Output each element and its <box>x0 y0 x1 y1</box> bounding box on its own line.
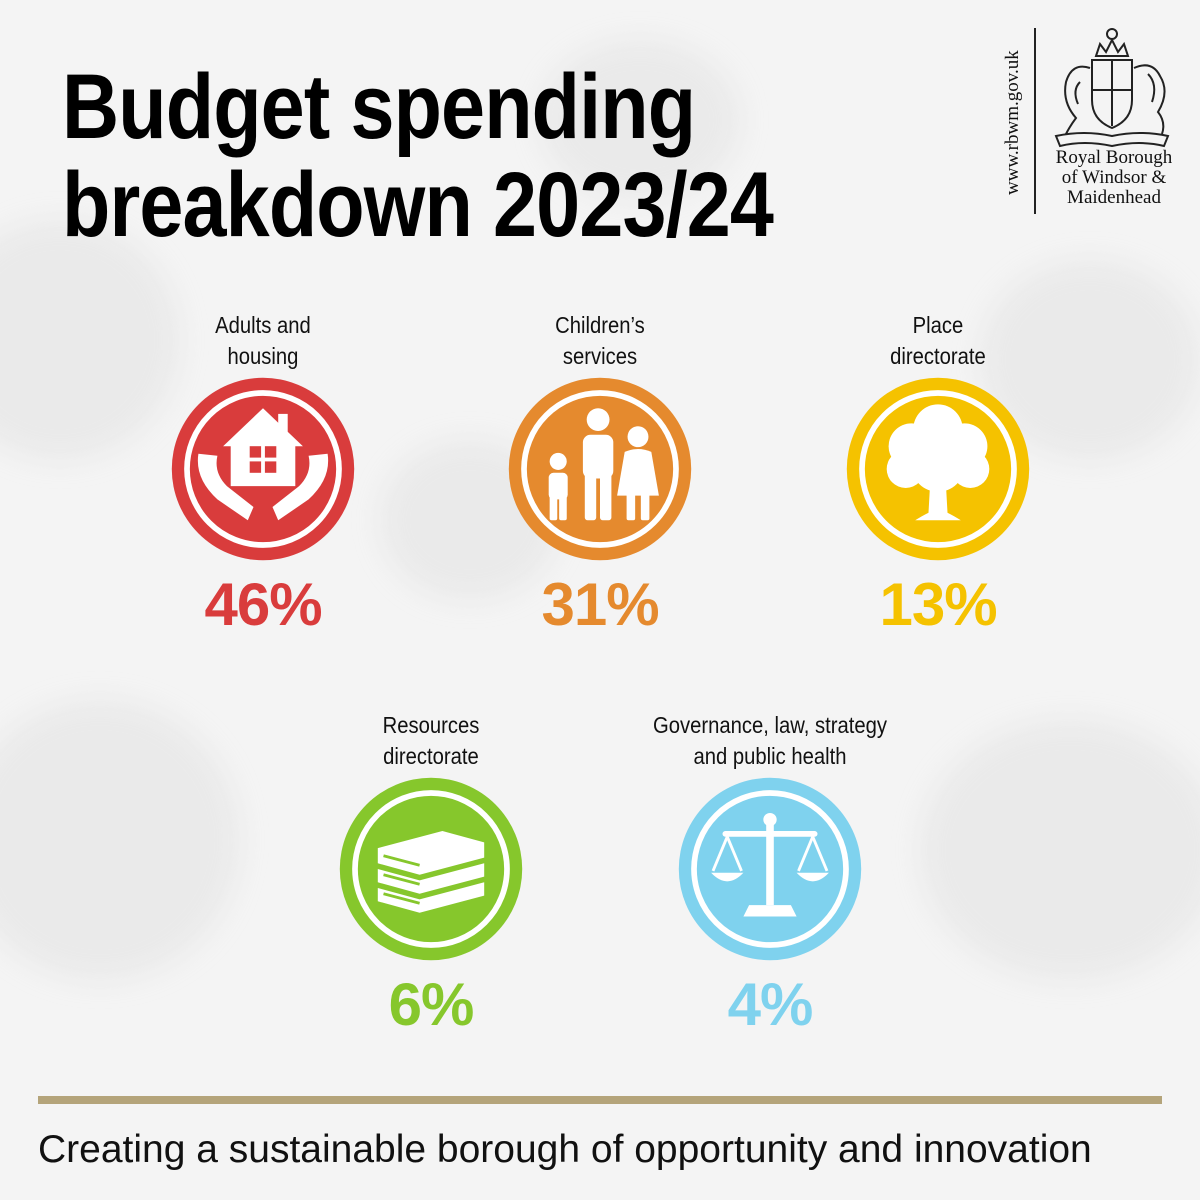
item-label-line-1: Children’s <box>555 312 645 338</box>
coat-of-arms-icon <box>1054 28 1170 148</box>
item-label-line-2: services <box>562 343 638 369</box>
title-line-2: breakdown 2023/24 <box>62 154 774 256</box>
item-percent: 13% <box>879 571 997 638</box>
council-name-line-1: Royal Borough <box>1055 147 1173 168</box>
budget-item-adults-housing: Adults and housing 46% <box>103 310 423 640</box>
footer-tagline: Creating a sustainable borough of opport… <box>38 1128 1092 1171</box>
title-line-1: Budget spending <box>62 56 696 158</box>
council-branding: www.rbwm.gov.uk Royal Borough of Windsor… <box>1000 14 1190 214</box>
family-icon <box>508 377 692 561</box>
council-name-line-3: Maidenhead <box>1067 187 1161 208</box>
item-label-line-2: directorate <box>383 743 479 769</box>
tree-icon <box>846 377 1030 561</box>
budget-item-resources-directorate: Resources directorate 6% <box>271 710 591 1040</box>
scales-icon <box>678 777 862 961</box>
item-percent: 46% <box>204 571 322 638</box>
budget-item-childrens-services: Children’s services 31% <box>440 310 760 640</box>
footer-divider <box>38 1096 1162 1104</box>
background-blob <box>920 720 1200 980</box>
item-percent: 6% <box>388 971 475 1038</box>
item-label: Place directorate <box>797 310 1079 374</box>
council-name: Royal Borough of Windsor & Maidenhead <box>1044 148 1184 208</box>
item-label: Adults and housing <box>122 310 404 374</box>
item-label: Governance, law, strategy and public hea… <box>629 710 911 774</box>
item-percent: 4% <box>727 971 814 1038</box>
item-label-line-1: Place <box>912 312 964 338</box>
branding-divider <box>1034 28 1036 214</box>
item-label-line-2: and public health <box>693 743 847 769</box>
website-url: www.rbwm.gov.uk <box>1002 50 1023 196</box>
item-label-line-1: Resources <box>382 712 480 738</box>
background-blob <box>540 40 740 200</box>
item-label-line-1: Governance, law, strategy <box>652 712 887 738</box>
item-label-line-1: Adults and <box>215 312 311 338</box>
background-blob <box>0 700 240 980</box>
council-name-line-2: of Windsor & <box>1061 167 1167 188</box>
books-icon <box>339 777 523 961</box>
item-label-line-2: housing <box>227 343 299 369</box>
budget-item-governance: Governance, law, strategy and public hea… <box>610 710 930 1040</box>
page-title: Budget spending breakdown 2023/24 <box>62 56 774 256</box>
item-percent: 31% <box>541 571 659 638</box>
item-label: Resources directorate <box>290 710 572 774</box>
house-in-hands-icon <box>171 377 355 561</box>
item-label: Children’s services <box>459 310 741 374</box>
item-label-line-2: directorate <box>890 343 986 369</box>
budget-item-place-directorate: Place directorate 13% <box>778 310 1098 640</box>
